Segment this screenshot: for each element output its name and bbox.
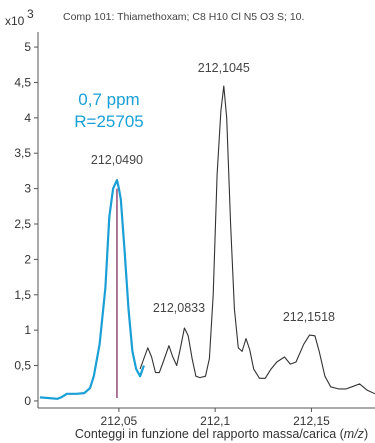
peak-label: 212,1045: [198, 61, 250, 75]
y-tick-label: 0: [24, 394, 31, 408]
peak-label: 212,0490: [91, 153, 143, 167]
y-tick-label: 3: [24, 182, 31, 196]
x-tick-label: 212,15: [293, 414, 330, 428]
y-tick-label: 3,5: [14, 146, 31, 160]
y-multiplier-exponent: 3: [27, 7, 34, 21]
y-tick-label: 1: [24, 323, 31, 337]
x-tick-label: 212,05: [101, 414, 138, 428]
peak-label: 212,1518: [283, 310, 335, 324]
peak-label: 212,0833: [153, 301, 205, 315]
y-tick-label: 1,5: [14, 288, 31, 302]
y-tick-label: 0,5: [14, 359, 31, 373]
annotation-text: 0,7 ppm: [78, 90, 139, 109]
y-tick-label: 2: [24, 252, 31, 266]
y-tick-label: 5: [24, 40, 31, 54]
highlighted-spectrum-line: [39, 179, 145, 400]
y-tick-label: 4: [24, 111, 31, 125]
y-multiplier-label: x10: [5, 14, 25, 28]
y-tick-label: 2,5: [14, 217, 31, 231]
x-tick-label: 212,1: [200, 414, 230, 428]
annotation-text: R=25705: [74, 112, 143, 131]
spectrum-line: [139, 85, 375, 395]
y-tick-label: 4,5: [14, 75, 31, 89]
chart-title: Comp 101: Thiamethoxam; C8 H10 Cl N5 O3 …: [63, 11, 304, 23]
x-axis-label: Conteggi in funzione del rapporto massa/…: [75, 427, 368, 441]
